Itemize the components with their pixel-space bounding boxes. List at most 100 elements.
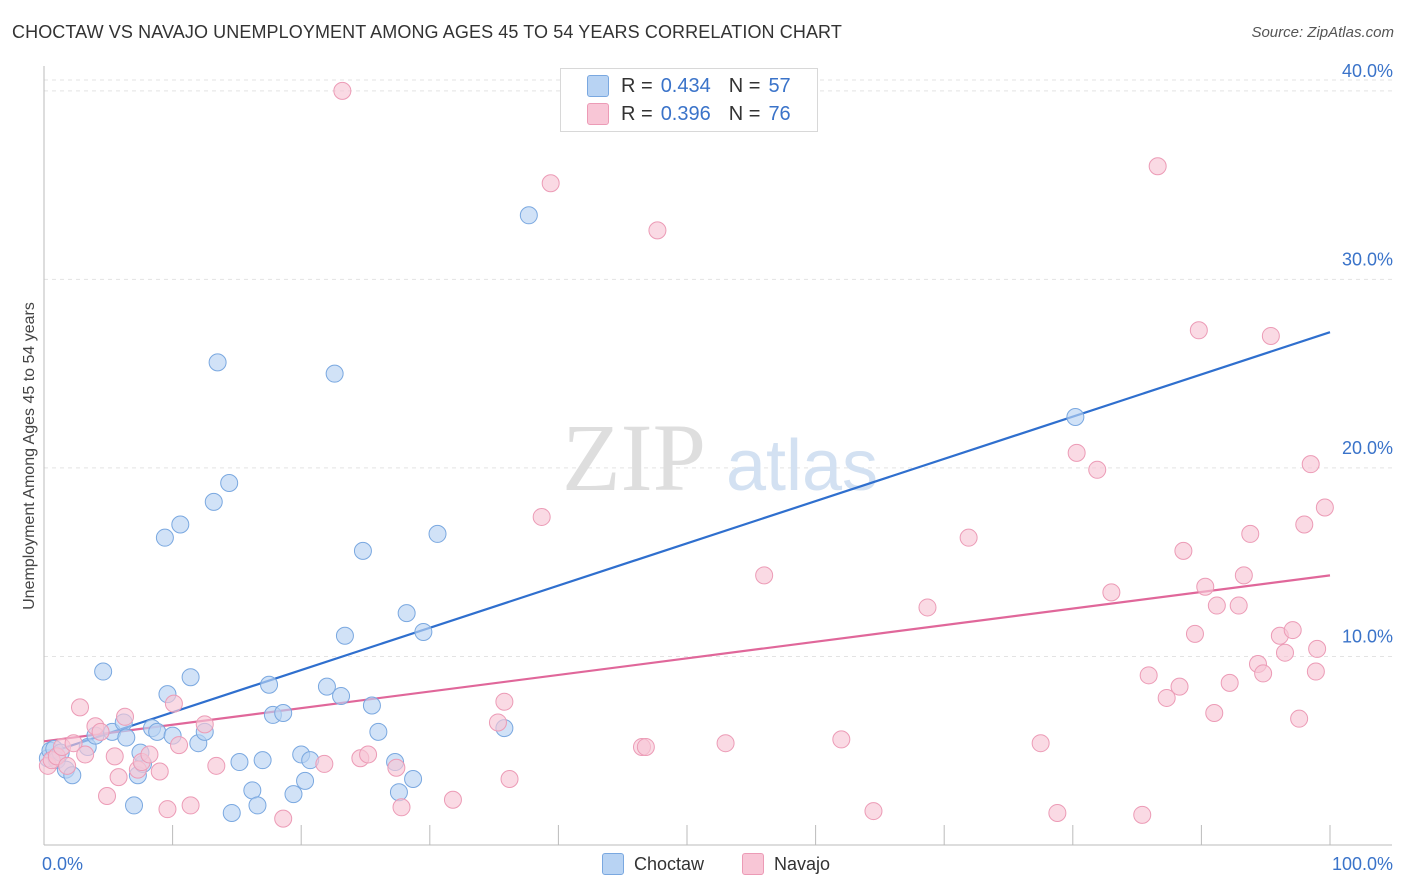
navajo-point: [1185, 624, 1204, 643]
navajo-point: [181, 796, 200, 815]
choctaw-n-value: 57: [768, 74, 791, 97]
navajo-point: [1229, 596, 1248, 615]
trend-lines: [43, 331, 1331, 756]
navajo-point: [98, 786, 117, 805]
navajo-point: [158, 800, 177, 819]
navajo-point: [207, 756, 226, 775]
navajo-point: [1220, 673, 1239, 692]
navajo-point: [1306, 662, 1325, 681]
x-tick-label: 0.0%: [42, 854, 83, 874]
choctaw-point: [204, 492, 223, 511]
navajo-point: [1254, 664, 1273, 683]
gridlines: [44, 79, 1392, 657]
x-tick-label: 100.0%: [1332, 854, 1393, 874]
choctaw-point: [171, 515, 190, 534]
navajo-point: [150, 762, 169, 781]
choctaw-point: [155, 528, 174, 547]
navajo-point: [387, 758, 406, 777]
data-points: [38, 81, 1334, 828]
choctaw-point: [253, 751, 272, 770]
stats-legend: R = 0.434 N = 57 R = 0.396 N = 76: [560, 68, 818, 132]
choctaw-point: [404, 770, 423, 789]
choctaw-point: [260, 675, 279, 694]
navajo-point: [500, 770, 519, 789]
navajo-r-value: 0.396: [660, 102, 711, 125]
legend-navajo-swatch: [742, 853, 764, 875]
choctaw-point: [335, 626, 354, 645]
navajo-point: [636, 737, 655, 756]
y-tick-label: 20.0%: [1342, 438, 1393, 458]
choctaw-point: [332, 687, 351, 706]
navajo-point: [541, 174, 560, 193]
navajo-point: [116, 707, 135, 726]
navajo-point: [1133, 805, 1152, 824]
navajo-point: [164, 694, 183, 713]
choctaw-point: [208, 353, 227, 372]
legend-navajo-label: Navajo: [774, 853, 831, 874]
choctaw-point: [397, 604, 416, 623]
choctaw-trendline: [43, 331, 1331, 756]
navajo-point: [488, 713, 507, 732]
navajo-point: [1241, 524, 1260, 543]
navajo-point: [1031, 734, 1050, 753]
axes: [43, 66, 1392, 846]
navajo-point: [333, 81, 352, 100]
navajo-point: [91, 722, 110, 741]
navajo-point: [1174, 541, 1193, 560]
choctaw-point: [1066, 408, 1085, 427]
choctaw-point: [274, 704, 293, 723]
navajo-point: [1295, 515, 1314, 534]
choctaw-point: [389, 783, 408, 802]
navajo-r-label: R =: [621, 102, 653, 125]
choctaw-point: [181, 668, 200, 687]
legend-choctaw-swatch: [602, 853, 624, 875]
navajo-point: [755, 566, 774, 585]
navajo-point: [195, 715, 214, 734]
navajo-point: [1157, 688, 1176, 707]
navajo-point: [1234, 566, 1253, 585]
source-label: Source: ZipAtlas.com: [1251, 24, 1394, 41]
choctaw-point: [414, 622, 433, 641]
navajo-point: [64, 734, 83, 753]
navajo-point: [392, 798, 411, 817]
navajo-point: [1067, 443, 1086, 462]
navajo-point: [1315, 498, 1334, 517]
navajo-trendline: [43, 574, 1331, 743]
series-legend: Choctaw Navajo: [0, 850, 1406, 880]
y-tick-label: 10.0%: [1342, 626, 1393, 646]
choctaw-point: [369, 722, 388, 741]
choctaw-point: [248, 796, 267, 815]
navajo-point: [170, 736, 189, 755]
navajo-point: [1207, 596, 1226, 615]
navajo-point: [140, 745, 159, 764]
watermark: ZIP atlas: [562, 404, 878, 511]
choctaw-point: [519, 206, 538, 225]
navajo-point: [109, 768, 128, 787]
legend-item-choctaw: Choctaw: [602, 853, 704, 875]
choctaw-r-label: R =: [621, 74, 653, 97]
choctaw-point: [284, 785, 303, 804]
choctaw-point: [362, 696, 381, 715]
choctaw-point: [117, 728, 136, 747]
watermark-atlas: atlas: [726, 426, 878, 506]
navajo-point: [1275, 643, 1294, 662]
navajo-swatch: [587, 103, 609, 125]
navajo-n-label: N =: [728, 102, 761, 125]
choctaw-point: [325, 364, 344, 383]
navajo-point: [1261, 326, 1280, 345]
navajo-point: [1308, 639, 1327, 658]
choctaw-point: [428, 524, 447, 543]
navajo-point: [1301, 455, 1320, 474]
choctaw-point: [94, 662, 113, 681]
navajo-point: [495, 692, 514, 711]
choctaw-point: [296, 771, 315, 790]
navajo-point: [1170, 677, 1189, 696]
choctaw-point: [353, 541, 372, 560]
navajo-n-value: 76: [768, 102, 791, 125]
choctaw-n-label: N =: [728, 74, 761, 97]
watermark-zip: ZIP: [562, 404, 706, 511]
navajo-point: [532, 507, 551, 526]
navajo-point: [274, 809, 293, 828]
navajo-point: [76, 745, 95, 764]
